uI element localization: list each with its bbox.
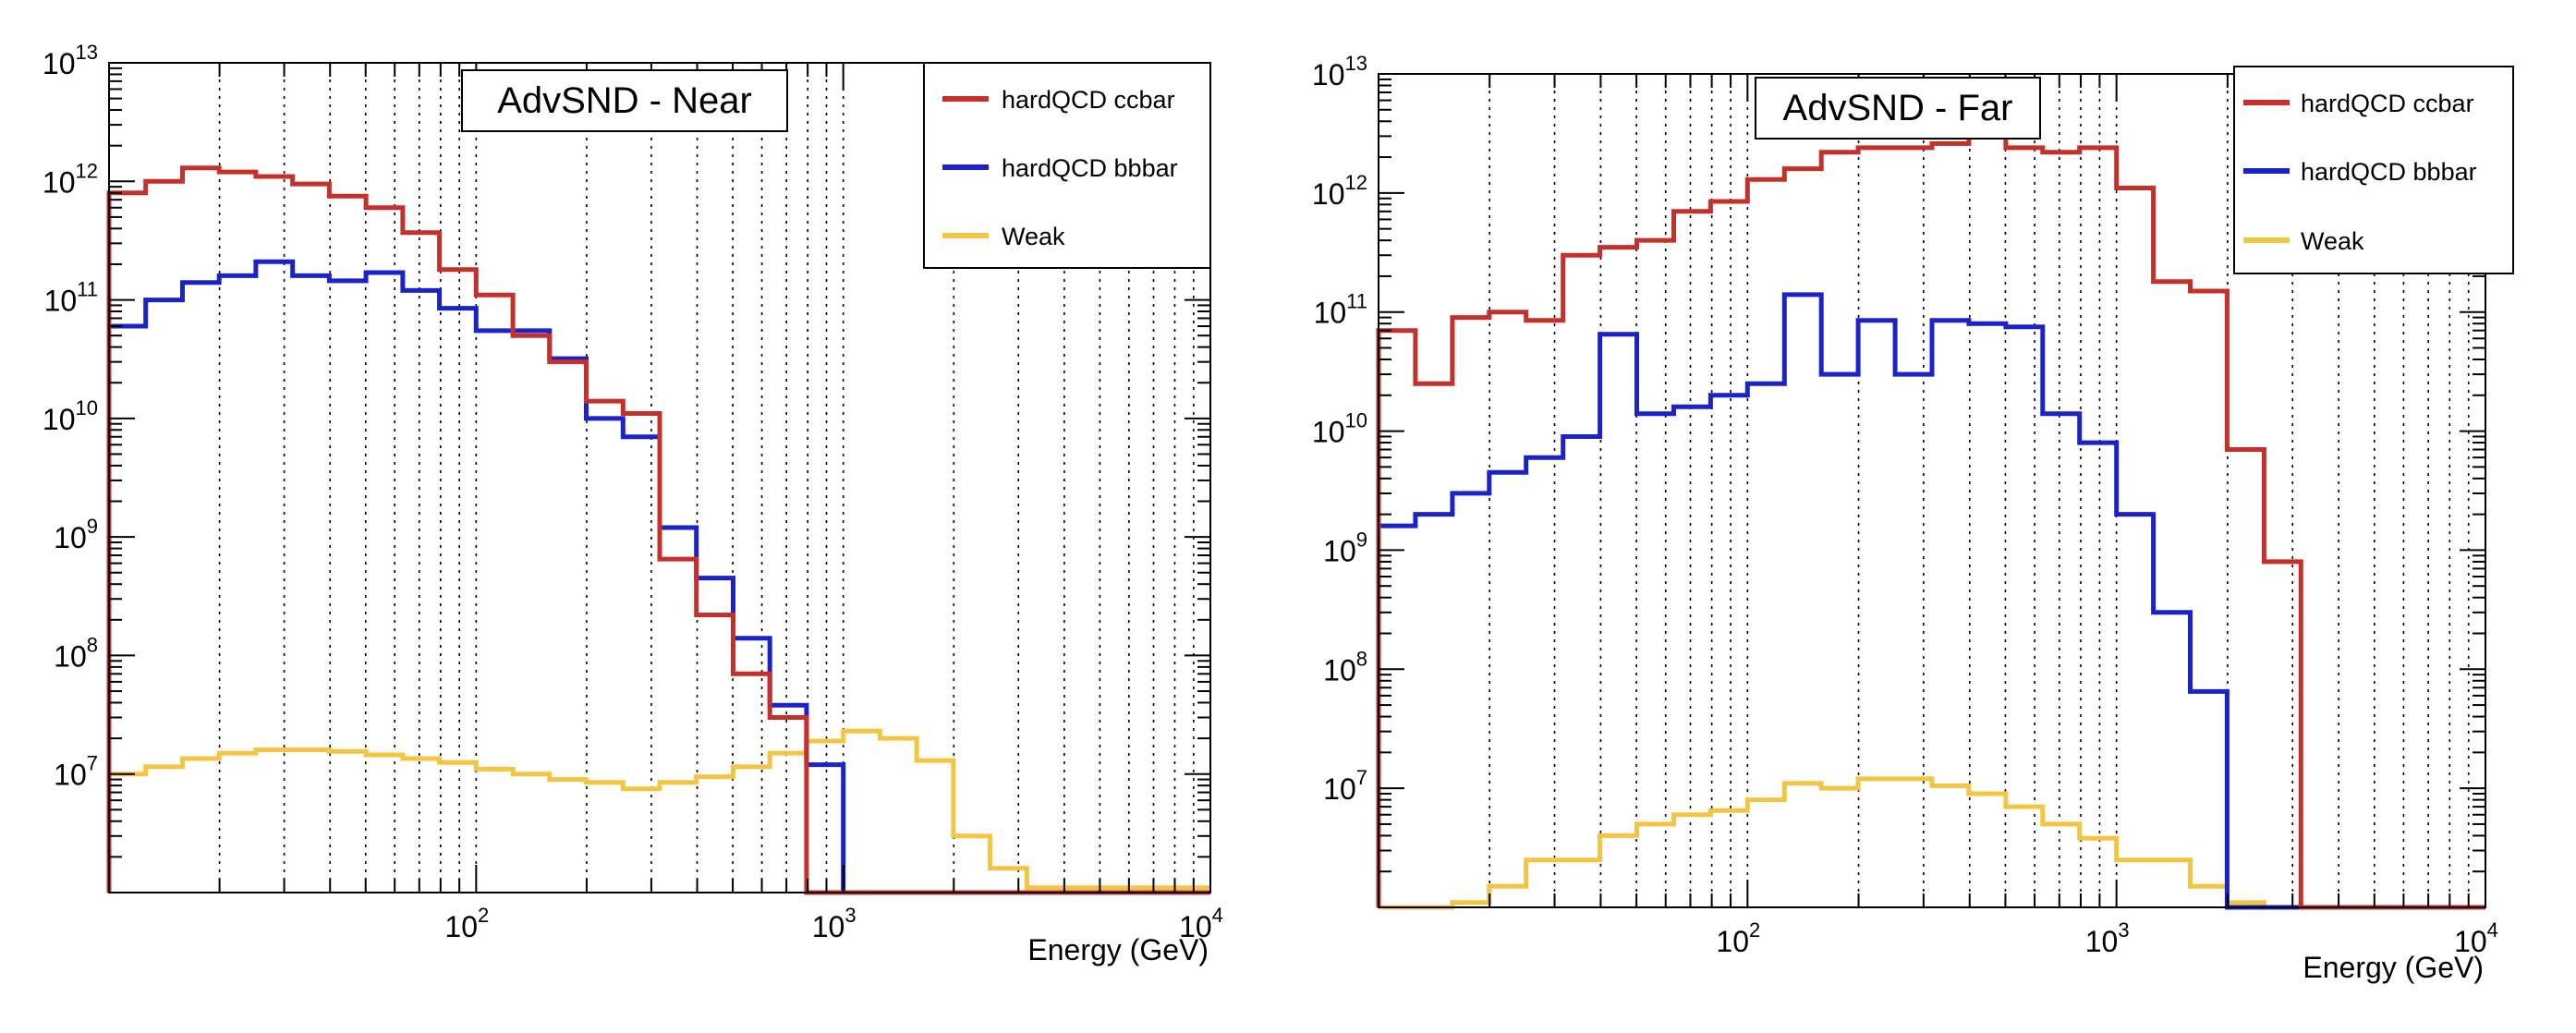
x-tick-label: 104: [2454, 918, 2498, 958]
plot-frame: [108, 62, 1211, 893]
tick-labels: 102 103 104 107 108 109 1010 1011 1012 1013: [1312, 52, 2498, 958]
y-tick-label: 108: [54, 633, 98, 673]
chart-far: 102 103 104 107 108 109 1010 1011 1012 1013 Energ…: [1312, 52, 2514, 984]
chart-title-box: AdvSND - Far: [1755, 77, 2041, 140]
y-tick-label: 1012: [1312, 171, 1367, 211]
y-tick-label: 107: [54, 752, 98, 792]
series-line-weak: [1379, 776, 2485, 910]
x-tick-label: 103: [812, 904, 857, 943]
legend-label-weak: Weak: [1002, 223, 1065, 250]
grid-lines: [1488, 74, 2470, 907]
tick-labels: 102 103 104 107 108 109 1010 1011 1012 1013: [43, 41, 1223, 943]
chart-title: AdvSND - Far: [1783, 88, 2013, 128]
series-line-weak: [106, 728, 1210, 893]
x-tick-label: 102: [444, 904, 489, 943]
y-tick-label: 108: [1323, 647, 1367, 687]
axis-ticks: [108, 62, 1211, 893]
x-tick-label: 102: [1716, 918, 1760, 958]
series-line-ccbar: [1376, 133, 2485, 910]
y-tick-label: 109: [1323, 528, 1367, 567]
y-tick-label: 1013: [43, 41, 98, 80]
chart-title-box: AdvSND - Near: [461, 69, 788, 132]
y-tick-label: 1011: [44, 278, 98, 318]
plot-frame: [1378, 73, 2486, 908]
legend: hardQCD ccbar hardQCD bbbar Weak: [923, 62, 1211, 269]
chart-title: AdvSND - Near: [497, 80, 752, 121]
legend-label-weak: Weak: [2301, 227, 2364, 255]
series-layer: [106, 165, 1210, 895]
x-tick-label: 103: [2085, 918, 2130, 958]
chart-near: 102 103 104 107 108 109 1010 1011 1012 1013 Energ…: [43, 41, 1223, 966]
y-tick-label: 107: [1323, 766, 1367, 806]
y-tick-label: 1012: [43, 159, 98, 199]
x-tick-label: 104: [1179, 904, 1223, 943]
x-axis-label: Energy (GeV): [2303, 951, 2484, 984]
x-axis-label: Energy (GeV): [1027, 933, 1209, 966]
legend: hardQCD ccbar hardQCD bbbar Weak: [2233, 66, 2514, 274]
y-tick-label: 1013: [1312, 52, 1367, 91]
y-tick-label: 1011: [1314, 290, 1367, 330]
y-tick-label: 1010: [1312, 409, 1367, 449]
legend-label-bbbar: hardQCD bbbar: [2301, 158, 2477, 186]
y-tick-label: 1010: [43, 396, 98, 436]
series-line-bbbar: [106, 259, 1210, 895]
y-tick-label: 109: [54, 515, 98, 554]
legend-label-ccbar: hardQCD ccbar: [1002, 86, 1175, 114]
legend-label-ccbar: hardQCD ccbar: [2301, 90, 2474, 117]
series-line-bbbar: [1376, 292, 2485, 910]
legend-label-bbbar: hardQCD bbbar: [1002, 154, 1178, 182]
